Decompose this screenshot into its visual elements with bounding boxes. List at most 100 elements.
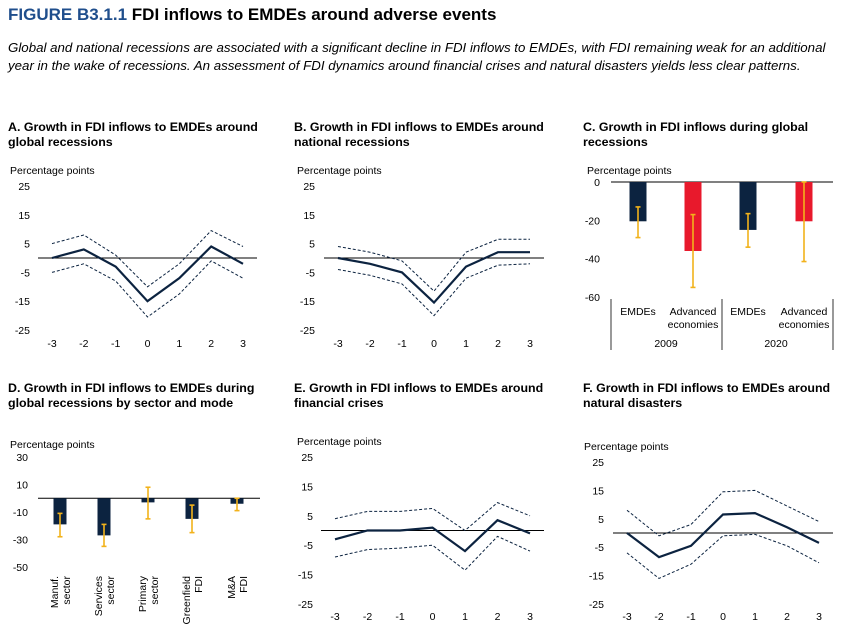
panel-a-xtick: 0 bbox=[145, 338, 151, 350]
panel-c-xtick: Advanced bbox=[781, 306, 828, 318]
panel-e-lower-series bbox=[334, 535, 531, 571]
panel-b-lower-series bbox=[337, 263, 531, 317]
panel-a-ytick: -15 bbox=[15, 296, 30, 308]
panel-d-title: D. Growth in FDI inflows to EMDEs during… bbox=[8, 381, 255, 410]
panel-a-ylabel: Percentage points bbox=[10, 165, 95, 177]
panel-b-ytick: -5 bbox=[306, 267, 315, 279]
panel-a-ytick: 15 bbox=[18, 210, 30, 222]
panel-c-group-label: 2009 bbox=[654, 338, 678, 350]
panel-c-ytick: -60 bbox=[585, 292, 600, 304]
panel-f-ytick: 25 bbox=[592, 457, 604, 469]
panel-b-ytick: 25 bbox=[303, 181, 315, 193]
panel-a-ytick: 25 bbox=[18, 181, 30, 193]
panel-d-xtick: FDI bbox=[193, 576, 205, 593]
panel-e-ytick: 5 bbox=[307, 511, 313, 523]
panel-a-xtick: 3 bbox=[240, 338, 246, 350]
panel-a-ytick: -25 bbox=[15, 325, 30, 337]
panel-b-xtick: 2 bbox=[495, 338, 501, 350]
panel-f-upper-series bbox=[626, 489, 820, 537]
panel-c-xtick: economies bbox=[668, 319, 719, 331]
panel-d-ytick: 10 bbox=[16, 480, 28, 492]
panel-e-xtick: -1 bbox=[395, 611, 404, 623]
panel-a-main-series bbox=[51, 245, 244, 303]
panel-d-xtick: Primary bbox=[137, 575, 149, 612]
panel-c-title: C. Growth in FDI inflows during global r… bbox=[583, 120, 809, 149]
panel-f-ytick: 15 bbox=[592, 485, 604, 497]
panel-a-lower-series bbox=[51, 260, 244, 318]
panel-d-xtick: sector bbox=[105, 575, 117, 604]
panel-d-xtick: sector bbox=[61, 575, 73, 604]
panel-d-xtick: sector bbox=[149, 575, 161, 604]
panel-c-xtick: EMDEs bbox=[620, 306, 656, 318]
figure-number: FIGURE B3.1.1 bbox=[8, 5, 128, 24]
figure-subtitle: Global and national recessions are assoc… bbox=[8, 40, 826, 73]
panel-e-ylabel: Percentage points bbox=[297, 436, 382, 448]
panel-d-ytick: 30 bbox=[16, 452, 28, 464]
panel-b-ylabel: Percentage points bbox=[297, 165, 382, 177]
panel-e-upper-series bbox=[334, 502, 531, 532]
panel-b-main-series bbox=[337, 251, 530, 305]
panel-e-xtick: -2 bbox=[363, 611, 372, 623]
panel-f-xtick: -3 bbox=[622, 611, 631, 623]
panel-c-ytick: 0 bbox=[594, 177, 600, 189]
panel-f-ylabel: Percentage points bbox=[584, 441, 669, 453]
panel-c-group-label: 2020 bbox=[764, 338, 788, 350]
panel-f-xtick: -2 bbox=[654, 611, 663, 623]
panel-f-ytick: 5 bbox=[598, 514, 604, 526]
panel-d-xtick: Manuf. bbox=[49, 576, 61, 608]
panel-f-xtick: 1 bbox=[752, 611, 758, 623]
panel-b-upper-series bbox=[337, 238, 530, 292]
panel-e-ytick: -25 bbox=[298, 599, 313, 611]
panel-b-ytick: -25 bbox=[300, 325, 315, 337]
panel-c-ytick: -20 bbox=[585, 215, 600, 227]
panel-e-xtick: 2 bbox=[495, 611, 501, 623]
panel-e-xtick: 3 bbox=[527, 611, 533, 623]
panel-f-ytick: -15 bbox=[589, 571, 604, 583]
panel-f-xtick: -1 bbox=[686, 611, 695, 623]
panel-b-xtick: 0 bbox=[431, 338, 437, 350]
panel-c-xtick: economies bbox=[779, 319, 830, 331]
panel-f-ytick: -5 bbox=[595, 542, 604, 554]
panel-b-xtick: -1 bbox=[397, 338, 406, 350]
panel-d-xtick: FDI bbox=[238, 576, 250, 593]
figure-title-text: FDI inflows to EMDEs around adverse even… bbox=[131, 5, 497, 24]
panel-b-ytick: -15 bbox=[300, 296, 315, 308]
panel-a-xtick: -3 bbox=[47, 338, 56, 350]
panel-c-ytick: -40 bbox=[585, 254, 600, 266]
panel-a-upper-series bbox=[51, 229, 244, 288]
panel-a-ytick: -5 bbox=[21, 267, 30, 279]
panel-b-xtick: 1 bbox=[463, 338, 469, 350]
panel-d-xtick: Greenfield bbox=[181, 576, 193, 625]
panel-f-title: F. Growth in FDI inflows to EMDEs around… bbox=[583, 381, 831, 410]
panel-f-xtick: 3 bbox=[816, 611, 822, 623]
panel-f-ytick: -25 bbox=[589, 599, 604, 611]
panel-f-xtick: 0 bbox=[720, 611, 726, 623]
panel-b-title: B. Growth in FDI inflows to EMDEs around… bbox=[294, 120, 544, 149]
panel-e-xtick: -3 bbox=[330, 611, 339, 623]
panel-a-title: A. Growth in FDI inflows to EMDEs around… bbox=[8, 120, 258, 149]
panel-e-ytick: 25 bbox=[301, 452, 313, 464]
panel-a-ytick: 5 bbox=[24, 239, 30, 251]
figure-title: FIGURE B3.1.1 FDI inflows to EMDEs aroun… bbox=[8, 5, 496, 25]
panel-e-main-series bbox=[334, 518, 531, 553]
panel-c-xtick: EMDEs bbox=[730, 306, 766, 318]
panel-b-xtick: -3 bbox=[333, 338, 342, 350]
panel-d-bar bbox=[97, 498, 111, 536]
panel-a-xtick: -2 bbox=[79, 338, 88, 350]
panel-d-ytick: -30 bbox=[13, 535, 28, 547]
panel-c-bar bbox=[629, 182, 647, 222]
panel-a-xtick: -1 bbox=[111, 338, 120, 350]
panel-a-xtick: 1 bbox=[176, 338, 182, 350]
panel-d-xtick: Services bbox=[93, 576, 105, 616]
panel-d-ytick: -50 bbox=[13, 562, 28, 574]
panel-b-xtick: -2 bbox=[365, 338, 374, 350]
panel-e-xtick: 1 bbox=[462, 611, 468, 623]
panel-e-title: E. Growth in FDI inflows to EMDEs around… bbox=[294, 381, 544, 410]
panel-c-ylabel: Percentage points bbox=[587, 165, 672, 177]
panel-d-ylabel: Percentage points bbox=[10, 439, 95, 451]
panel-e-ytick: -15 bbox=[298, 570, 313, 582]
panel-c-bar bbox=[739, 182, 757, 230]
panel-e-ytick: -5 bbox=[304, 540, 313, 552]
panel-c-xtick: Advanced bbox=[670, 306, 717, 318]
